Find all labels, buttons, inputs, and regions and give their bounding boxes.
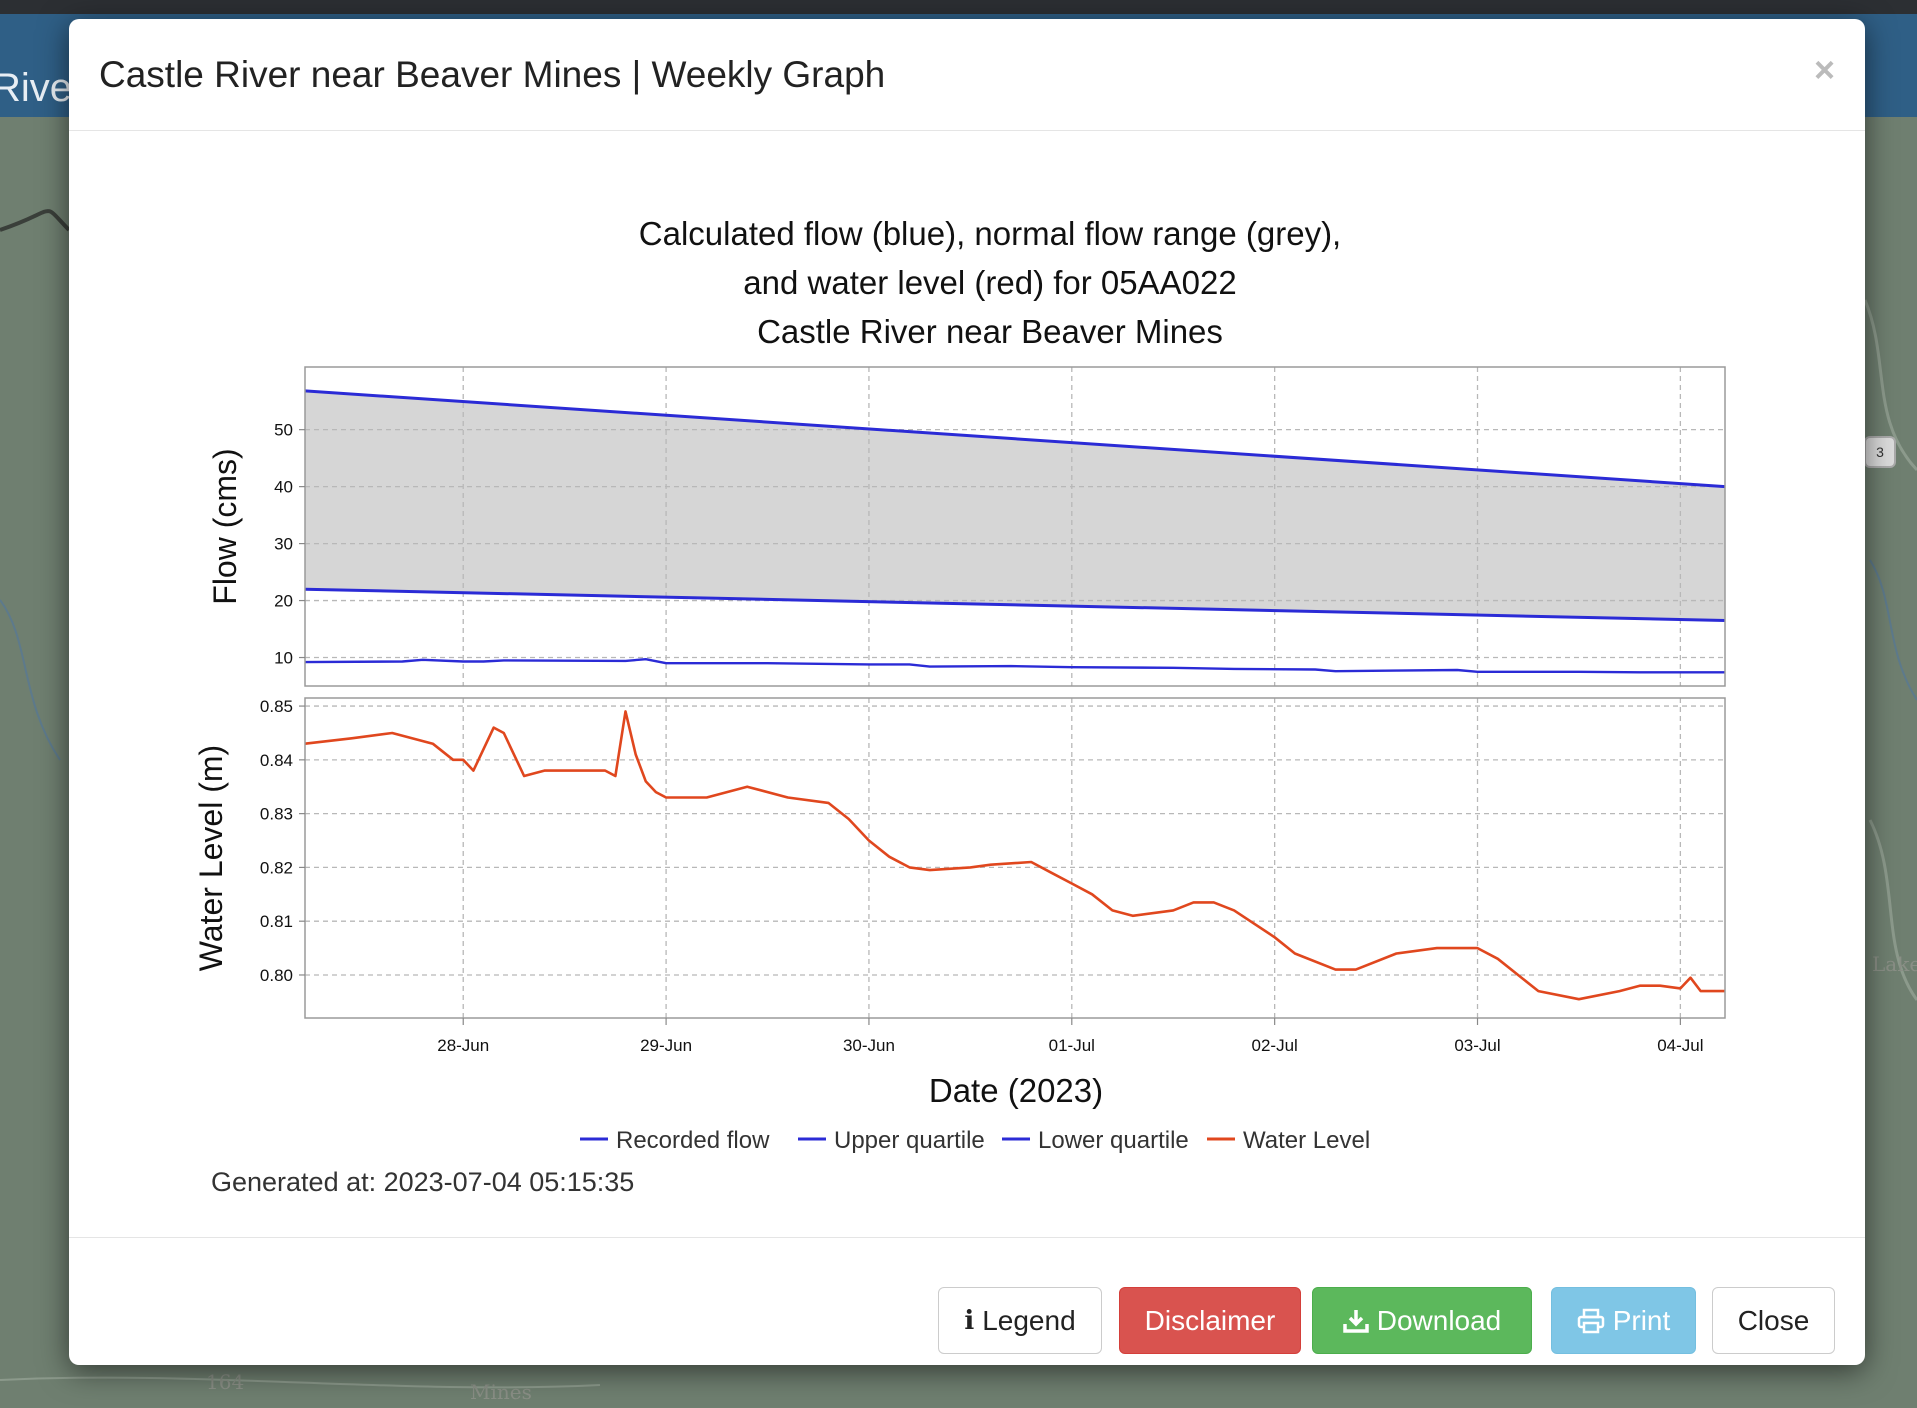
legend-label: Water Level (1243, 1127, 1370, 1154)
series-recorded-flow (304, 658, 1725, 674)
close-button[interactable]: Close (1712, 1287, 1835, 1354)
x-tick-label: 28-Jun (437, 1036, 489, 1055)
chart-title-line: Calculated flow (blue), normal flow rang… (639, 215, 1341, 252)
map-label-road-number: 164 (206, 1370, 245, 1394)
weekly-graph-modal: Castle River near Beaver Mines | Weekly … (69, 19, 1865, 1365)
y-tick-label: 0.85 (260, 697, 293, 716)
series-lower-quartile (304, 587, 1726, 622)
generated-at-text: Generated at: 2023-07-04 05:15:35 (211, 1167, 634, 1197)
series-upper-quartile (304, 389, 1726, 489)
close-icon[interactable]: × (1813, 49, 1835, 90)
modal-footer: i Legend Disclaimer Download Print Close (69, 1237, 1865, 1366)
download-icon (1342, 1309, 1369, 1333)
weekly-graph-chart: Calculated flow (blue), normal flow rang… (193, 215, 1726, 1197)
legend-label: Recorded flow (616, 1127, 770, 1154)
info-icon: i (964, 1305, 975, 1336)
route-shield-icon: 3 (1864, 436, 1896, 468)
y-tick-label: 20 (274, 592, 293, 611)
chart-title-line: Castle River near Beaver Mines (757, 313, 1223, 350)
y-axis-label: Flow (cms) (207, 448, 243, 604)
x-tick-label: 02-Jul (1252, 1036, 1298, 1055)
x-tick-label: 30-Jun (843, 1036, 895, 1055)
plot-area-frame (304, 697, 1726, 1019)
background-header-text: Rive (0, 66, 73, 110)
download-button[interactable]: Download (1312, 1287, 1532, 1354)
modal-header: Castle River near Beaver Mines | Weekly … (69, 19, 1865, 131)
x-tick-label: 29-Jun (640, 1036, 692, 1055)
plot-area-background (305, 698, 1725, 1018)
chart-title-line: and water level (red) for 05AA022 (743, 264, 1236, 301)
close-button-label: Close (1737, 1304, 1810, 1336)
print-button-label: Print (1612, 1304, 1671, 1336)
legend-button[interactable]: i Legend (938, 1287, 1102, 1354)
download-button-label: Download (1376, 1304, 1502, 1336)
x-tick-label: 04-Jul (1657, 1036, 1703, 1055)
map-label-lake: Lake (1872, 952, 1917, 976)
modal-title: Castle River near Beaver Mines | Weekly … (99, 54, 886, 95)
print-button[interactable]: Print (1551, 1287, 1696, 1354)
legend-label: Lower quartile (1038, 1127, 1189, 1154)
y-tick-label: 0.81 (260, 912, 293, 931)
map-label-mines: Mines (470, 1380, 532, 1404)
app-top-bar (0, 0, 1917, 14)
y-axis-label: Water Level (m) (193, 745, 229, 971)
y-tick-label: 0.83 (260, 805, 293, 824)
y-tick-label: 0.82 (260, 858, 293, 877)
y-tick-label: 30 (274, 535, 293, 554)
y-tick-label: 0.84 (260, 751, 293, 770)
y-tick-label: 10 (274, 649, 293, 668)
y-tick-label: 0.80 (260, 966, 293, 985)
x-tick-label: 01-Jul (1049, 1036, 1095, 1055)
plot-area-frame (304, 366, 1726, 687)
print-icon (1577, 1308, 1604, 1333)
legend-button-label: Legend (982, 1304, 1076, 1336)
y-tick-label: 40 (274, 478, 293, 497)
disclaimer-button[interactable]: Disclaimer (1119, 1287, 1301, 1354)
y-tick-label: 50 (274, 421, 293, 440)
disclaimer-button-label: Disclaimer (1144, 1304, 1276, 1336)
x-axis-label: Date (2023) (929, 1072, 1103, 1109)
legend-label: Upper quartile (834, 1127, 985, 1154)
normal-flow-range-band (305, 390, 1725, 621)
x-tick-label: 03-Jul (1454, 1036, 1500, 1055)
series-water-level (304, 710, 1725, 1001)
